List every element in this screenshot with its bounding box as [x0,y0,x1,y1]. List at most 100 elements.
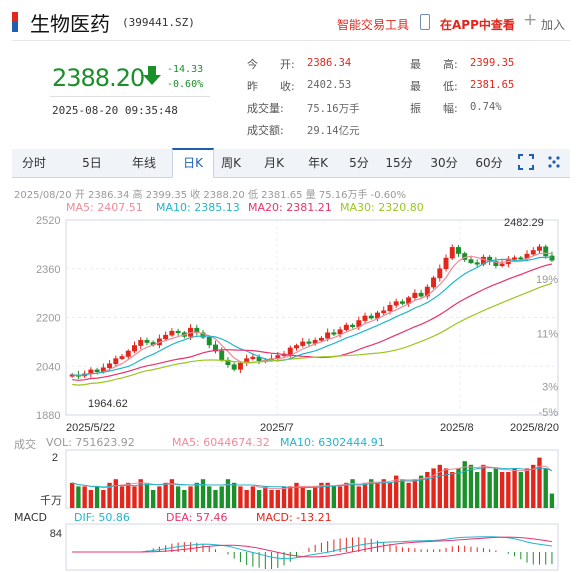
pct-tick-label: 11% [537,329,558,341]
tab-1[interactable]: 5日 [82,156,102,170]
quote-label: 振 幅: [410,102,458,115]
quote-label: 成交额: [247,124,284,137]
volume-bar [188,486,193,508]
quote-value: 2402.53 [307,79,352,91]
volume-bar [394,475,399,508]
volume-bar [113,479,118,508]
volume-bar [256,490,262,508]
volume-bar [431,468,436,508]
candle-body [125,350,131,357]
volume-bar [175,486,181,508]
volume-bar [163,482,168,508]
stock-code: (399441.SZ) [122,16,195,29]
candle-body [287,347,293,355]
candle-body [474,262,480,265]
volume-bar [82,486,87,508]
y-tick-label: 2040 [36,361,60,373]
dif-line [72,536,552,560]
vol-tick-label: 2 [52,452,58,464]
volume-bar [126,482,131,508]
vol-value: VOL: 751623.92 [46,436,135,449]
volume-bar [524,468,530,508]
candle-body [512,257,518,260]
candle-body [456,247,461,254]
candle-body [231,364,237,370]
tab-8[interactable]: 15分 [385,156,413,170]
volume-bar [531,464,536,508]
volume-bar [331,486,337,508]
candle-body [237,362,243,370]
tab-4[interactable]: 周K [221,156,241,170]
fullscreen-icon[interactable] [518,154,534,170]
quote-value: 0.74% [470,101,502,113]
volume-bar [425,472,430,508]
volume-bar [543,468,548,508]
volume-bar [369,479,374,508]
candle-body [449,247,455,259]
volume-bar [350,479,355,508]
candle-body [144,340,150,343]
volume-bar [537,457,542,508]
ma20-line [72,263,553,381]
pct-tick-label: 19% [536,274,558,286]
macd-pane-frame [65,523,559,571]
add-watchlist-button[interactable]: 加入 [541,18,566,32]
candle-body [399,301,405,304]
volume-bar [294,482,299,508]
candle-body [306,341,312,344]
brand-mark [12,12,18,32]
kline-chart[interactable]: 2520 2360 2200 2040 1880 19% 11% 3% -5% 2025/5/22… [0,196,582,573]
tab-9[interactable]: 30分 [430,156,458,170]
volume-bar [406,482,411,508]
candle-body [412,292,418,298]
candle-body [362,315,368,321]
vol-ma10-line [72,467,553,488]
tab-0[interactable]: 分时 [21,156,46,170]
candle-body [543,246,549,257]
tab-7[interactable]: 5分 [349,156,369,170]
candle-body [424,286,430,297]
tab-6[interactable]: 年K [308,156,328,170]
y-tick-label: 1880 [36,410,60,422]
volume-bar [94,486,100,508]
volume-bar [468,464,474,508]
volume-bar [182,490,187,508]
vol-ma5: MA5: 6044674.32 [172,436,270,449]
volume-bar [506,472,511,508]
candle-body [343,324,349,330]
quote-label: 最 低: [410,80,458,93]
candle-body [493,261,499,267]
phone-icon [420,14,430,30]
candle-body [387,305,393,312]
tab-5[interactable]: 月K [264,156,284,170]
candle-body [381,310,387,314]
volume-bar [375,482,380,508]
candle-body [107,363,113,369]
volume-bar [238,486,243,508]
volume-bar [194,482,199,508]
change-value: -14.33 [167,64,204,75]
volume-bar [219,486,224,508]
candle-body [499,263,505,267]
candle-body [169,330,175,336]
macd-label: MACD [14,511,47,524]
candle-body [375,312,380,319]
ma30-label: MA30: 2320.80 [340,201,424,214]
header: 生物医药 (399441.SZ) 智能交易工具 在APP中查看 + 加入 [0,0,582,40]
tab-2[interactable]: 年线 [131,156,156,170]
candle-body [437,268,443,279]
smart-trade-tool-link[interactable]: 智能交易工具 [337,18,410,32]
settings-grid-icon[interactable] [546,154,562,170]
x-tick-label: 2025/5/22 [66,422,115,434]
candle-body [431,277,437,288]
plus-icon[interactable]: + [523,10,538,30]
y-tick-label: 2360 [36,264,60,276]
change-percent: -0.60% [167,79,204,90]
candle-body [138,340,144,346]
tab-3[interactable]: 日K [172,148,214,178]
volume-bar [88,490,94,508]
candle-body [393,301,399,306]
tab-10[interactable]: 60分 [475,156,503,170]
open-in-app-link[interactable]: 在APP中查看 [440,18,515,32]
candle-body [219,350,225,361]
